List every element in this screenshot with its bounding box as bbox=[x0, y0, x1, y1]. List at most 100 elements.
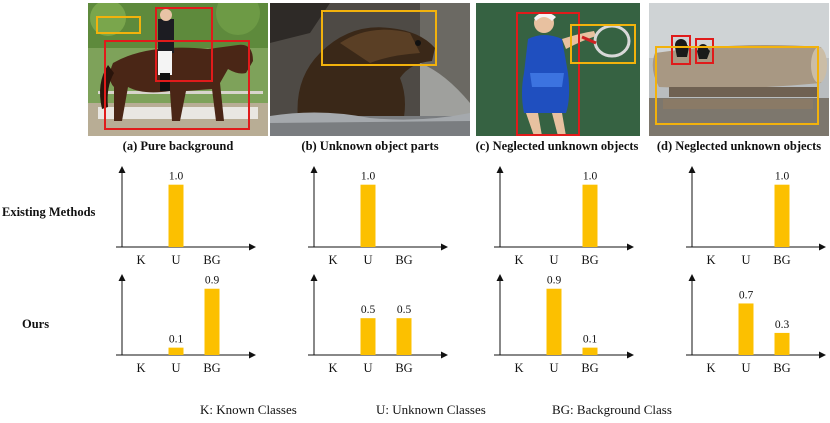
y-axis-arrow bbox=[496, 166, 504, 173]
tick-label-u: U bbox=[171, 253, 180, 267]
bar-bg bbox=[774, 184, 790, 247]
tick-label-u: U bbox=[363, 361, 372, 375]
bar-u bbox=[738, 303, 754, 355]
tick-label-bg: BG bbox=[581, 361, 598, 375]
red-box-bird-2 bbox=[695, 38, 714, 64]
x-axis-arrow bbox=[627, 351, 634, 359]
tick-label-k: K bbox=[514, 253, 523, 267]
data-label-bg: 0.9 bbox=[205, 275, 220, 287]
yellow-box-log bbox=[655, 46, 819, 125]
tick-label-bg: BG bbox=[395, 361, 412, 375]
bar-u bbox=[168, 184, 184, 247]
tick-label-k: K bbox=[136, 253, 145, 267]
bar-bg bbox=[582, 347, 598, 355]
tick-label-u: U bbox=[363, 253, 372, 267]
data-label-u: 0.1 bbox=[169, 334, 184, 346]
x-axis-arrow bbox=[819, 243, 826, 251]
tick-label-u: U bbox=[741, 361, 750, 375]
red-box-bird-1 bbox=[671, 35, 691, 65]
chart-existing-b: K U 1.0 BG bbox=[288, 160, 448, 267]
chart-existing-a: K U 1.0 BG bbox=[96, 160, 256, 267]
bar-bg bbox=[204, 288, 220, 355]
data-label-bg: 1.0 bbox=[583, 171, 598, 183]
legend-background: BG: Background Class bbox=[552, 402, 672, 417]
photo-log-birds bbox=[649, 3, 829, 136]
y-axis-arrow bbox=[310, 166, 318, 173]
tick-label-k: K bbox=[328, 253, 337, 267]
tick-label-bg: BG bbox=[773, 253, 790, 267]
x-axis-arrow bbox=[627, 243, 634, 251]
data-label-bg: 0.5 bbox=[397, 304, 412, 316]
y-axis-arrow bbox=[310, 274, 318, 281]
y-axis-arrow bbox=[688, 166, 696, 173]
bar-u bbox=[546, 288, 562, 355]
x-axis-arrow bbox=[249, 243, 256, 251]
tick-label-u: U bbox=[171, 361, 180, 375]
chart-svg: K U 0.1 BG 0.9 bbox=[116, 274, 256, 375]
tick-label-bg: BG bbox=[773, 361, 790, 375]
bar-u bbox=[360, 318, 376, 355]
photo-horse-rider bbox=[88, 3, 268, 136]
tick-label-u: U bbox=[549, 361, 558, 375]
caption-c: (c) Neglected unknown objects bbox=[475, 139, 639, 153]
tick-label-bg: BG bbox=[203, 253, 220, 267]
data-label-u: 1.0 bbox=[361, 171, 376, 183]
y-axis-arrow bbox=[496, 274, 504, 281]
bar-bg bbox=[396, 318, 412, 355]
bar-bg bbox=[582, 184, 598, 247]
chart-ours-b: K U 0.5 BG 0.5 bbox=[288, 268, 448, 375]
chart-svg: K U BG 1.0 bbox=[494, 166, 634, 267]
chart-existing-d: K U BG 1.0 bbox=[666, 160, 826, 267]
row-label-existing: Existing Methods bbox=[2, 205, 96, 219]
yellow-box-bear-part bbox=[321, 10, 437, 66]
chart-ours-a: K U 0.1 BG 0.9 bbox=[96, 268, 256, 375]
y-axis-arrow bbox=[688, 274, 696, 281]
legend-unknown: U: Unknown Classes bbox=[376, 402, 486, 417]
data-label-u: 0.7 bbox=[739, 289, 754, 301]
x-axis-arrow bbox=[441, 243, 448, 251]
tick-label-k: K bbox=[328, 361, 337, 375]
tick-label-u: U bbox=[741, 253, 750, 267]
tick-label-u: U bbox=[549, 253, 558, 267]
x-axis-arrow bbox=[249, 351, 256, 359]
bar-u bbox=[360, 184, 376, 247]
chart-existing-c: K U BG 1.0 bbox=[474, 160, 634, 267]
chart-svg: K U 0.5 BG 0.5 bbox=[308, 274, 448, 375]
chart-ours-d: K U 0.7 BG 0.3 bbox=[666, 268, 826, 375]
tick-label-bg: BG bbox=[203, 361, 220, 375]
caption-a: (a) Pure background bbox=[122, 139, 234, 153]
data-label-bg: 0.1 bbox=[583, 334, 598, 346]
chart-svg: K U 0.7 BG 0.3 bbox=[686, 274, 826, 375]
x-axis-arrow bbox=[819, 351, 826, 359]
chart-svg: K U 0.9 BG 0.1 bbox=[494, 274, 634, 375]
data-label-u: 0.5 bbox=[361, 304, 376, 316]
data-label-bg: 0.3 bbox=[775, 319, 790, 331]
red-box-horse bbox=[104, 40, 250, 130]
x-axis-arrow bbox=[441, 351, 448, 359]
bar-bg bbox=[774, 332, 790, 355]
tick-label-k: K bbox=[514, 361, 523, 375]
tick-label-k: K bbox=[136, 361, 145, 375]
red-box-rider bbox=[155, 7, 213, 82]
yellow-box-background bbox=[96, 16, 141, 34]
data-label-u: 1.0 bbox=[169, 171, 184, 183]
caption-b: (b) Unknown object parts bbox=[301, 139, 439, 153]
data-label-u: 0.9 bbox=[547, 275, 562, 287]
tick-label-k: K bbox=[706, 361, 715, 375]
caption-d: (d) Neglected unknown objects bbox=[656, 139, 822, 153]
data-label-bg: 1.0 bbox=[775, 171, 790, 183]
bar-u bbox=[168, 347, 184, 355]
red-box-player bbox=[516, 12, 580, 136]
chart-svg: K U 1.0 BG bbox=[308, 166, 448, 267]
photo-bear bbox=[270, 3, 470, 136]
tick-label-k: K bbox=[706, 253, 715, 267]
legend-known: K: Known Classes bbox=[200, 402, 297, 417]
tick-label-bg: BG bbox=[581, 253, 598, 267]
y-axis-arrow bbox=[118, 274, 126, 281]
chart-ours-c: K U 0.9 BG 0.1 bbox=[474, 268, 634, 375]
row-label-ours: Ours bbox=[22, 317, 50, 331]
chart-svg: K U BG 1.0 bbox=[686, 166, 826, 267]
yellow-box-racket bbox=[570, 24, 636, 64]
tick-label-bg: BG bbox=[395, 253, 412, 267]
y-axis-arrow bbox=[118, 166, 126, 173]
